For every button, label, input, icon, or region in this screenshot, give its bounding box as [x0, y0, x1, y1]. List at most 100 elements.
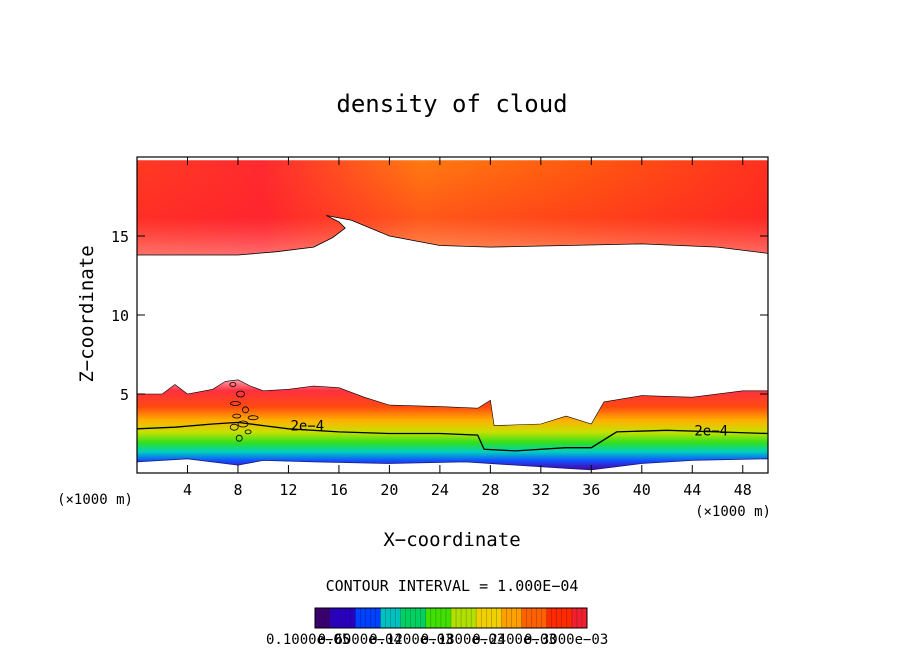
y-axis-ticks: 5 10 15: [111, 228, 768, 404]
colorbar-cell: [370, 608, 376, 628]
upper-cloud-layer-shade: [137, 160, 768, 255]
colorbar-cell: [415, 608, 421, 628]
colorbar-cell: [581, 608, 588, 628]
colorbar-cell: [506, 608, 512, 628]
colorbar-cell: [551, 608, 557, 628]
colorbar-cell: [315, 608, 321, 628]
convective-contour: [232, 413, 242, 419]
upper-layer-base-contour: [137, 215, 768, 256]
colorbar-cell: [425, 608, 432, 628]
y-tick-label: 15: [111, 228, 129, 246]
colorbar-cell: [541, 608, 547, 628]
colorbar-cell: [435, 608, 442, 628]
colorbar-cell: [400, 608, 406, 628]
convective-cell-contours: [229, 382, 259, 442]
colorbar-cell: [330, 608, 336, 628]
colorbar-cell: [405, 608, 411, 628]
colorbar-cell: [320, 608, 326, 628]
colorbar-cell: [471, 608, 477, 628]
x-tick-label: 8: [233, 481, 242, 499]
x-unit-left: (×1000 m): [57, 492, 133, 508]
x-tick-label: 12: [279, 481, 297, 499]
x-tick-label: 48: [734, 481, 752, 499]
colorbar-cell: [430, 608, 437, 628]
colorbar-cell: [360, 608, 366, 628]
colorbar-cell: [566, 608, 573, 628]
colorbar-cell: [521, 608, 527, 628]
convective-contour: [237, 420, 249, 428]
colorbar-tick-label: 0.1200e−03: [369, 632, 453, 648]
colorbar-cell: [445, 608, 452, 628]
convective-contour: [229, 382, 237, 387]
colorbar-cell: [390, 608, 396, 628]
colorbar-cell: [335, 608, 341, 628]
colorbar-cell: [546, 608, 552, 628]
x-tick-label: 16: [330, 481, 348, 499]
colorbar-cell: [536, 608, 542, 628]
chart-title: density of cloud: [336, 90, 567, 118]
colorbar-cell: [466, 608, 472, 628]
colorbar-tick-label: 0.2400e−03: [472, 632, 556, 648]
colorbar-cell: [571, 608, 578, 628]
contour-labels: 2e−4 2e−4: [291, 419, 729, 440]
convective-contour: [242, 406, 249, 414]
colorbar-cell: [325, 608, 331, 628]
convective-contour: [247, 415, 259, 421]
colorbar-cell: [355, 608, 361, 628]
colorbar-cell: [440, 608, 447, 628]
x-tick-label: 20: [380, 481, 398, 499]
colorbar-cell: [531, 608, 537, 628]
lower-layer-top-contour: [137, 379, 768, 426]
colorbar-cell: [516, 608, 522, 628]
convective-contour: [229, 423, 239, 431]
colorbar-cell: [526, 608, 532, 628]
y-axis-label: Z−coordinate: [76, 245, 98, 382]
colorbar-cell: [561, 608, 568, 628]
x-axis-label: X−coordinate: [383, 529, 520, 551]
colorbar-cell: [375, 608, 381, 628]
colorbar: [314, 607, 588, 629]
colorbar-cell: [410, 608, 416, 628]
colorbar-cell: [420, 608, 427, 628]
colorbar-labels: 0.1000e−050.6000e−040.1200e−030.1800e−03…: [266, 632, 608, 648]
colorbar-cell: [340, 608, 346, 628]
colorbar-cell: [350, 608, 356, 628]
x-unit-right: (×1000 m): [695, 504, 771, 520]
convective-contour: [229, 401, 241, 406]
colorbar-cell: [511, 608, 517, 628]
colorbar-cell: [461, 608, 467, 628]
colorbar-tick-label: 0.3000e−03: [524, 632, 608, 648]
colorbar-cell: [395, 608, 401, 628]
colorbar-cell: [496, 608, 502, 628]
contour-label: 2e−4: [694, 423, 728, 439]
colorbar-cell: [501, 608, 507, 628]
colorbar-cell: [576, 608, 583, 628]
x-axis-ticks: 4 8 12 16 20 24 28 32 36 40 44 48: [183, 157, 752, 499]
x-tick-label: 36: [582, 481, 600, 499]
colorbar-frame: [314, 607, 588, 629]
plot-area: [137, 160, 768, 471]
convective-contour: [236, 390, 245, 398]
x-tick-label: 24: [431, 481, 449, 499]
colorbar-cell: [556, 608, 563, 628]
colorbar-cell: [481, 608, 487, 628]
colorbar-cell: [491, 608, 497, 628]
x-tick-label: 32: [532, 481, 550, 499]
colorbar-tick-label: 0.6000e−04: [318, 632, 402, 648]
x-tick-label: 44: [683, 481, 701, 499]
contour-label: 2e−4: [291, 419, 325, 435]
y-tick-label: 5: [120, 386, 129, 404]
x-tick-label: 28: [481, 481, 499, 499]
lower-cloud-layer: [137, 379, 768, 470]
colorbar-tick-label: 0.1000e−05: [266, 632, 350, 648]
x-tick-label: 4: [183, 481, 192, 499]
y-tick-label: 10: [111, 307, 129, 325]
colorbar-tick-label: 0.1800e−03: [421, 632, 505, 648]
colorbar-cell: [365, 608, 371, 628]
contour-interval-text: CONTOUR INTERVAL = 1.000E−04: [326, 577, 579, 595]
convective-contour: [244, 429, 252, 435]
colorbar-cell: [476, 608, 482, 628]
convective-contour: [235, 434, 243, 442]
colorbar-cell: [486, 608, 492, 628]
